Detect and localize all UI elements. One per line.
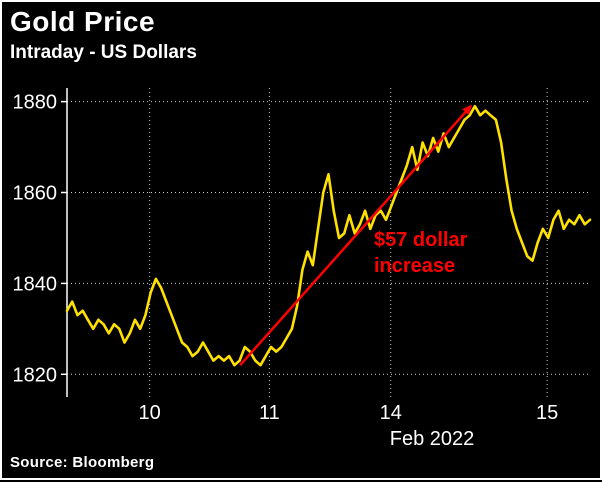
x-tick-label: 10 — [139, 402, 161, 424]
increase-arrow-group — [239, 104, 473, 367]
x-tick-label: 14 — [380, 402, 402, 424]
price-line — [65, 104, 592, 367]
x-axis-label: Feb 2022 — [390, 428, 475, 450]
chart-title: Gold Price — [10, 6, 156, 37]
axes: 1820 1840 1860 1880 10 11 14 15 — [13, 88, 558, 424]
chart-subtitle: Intraday - US Dollars — [10, 42, 197, 63]
source-credit: Source: Bloomberg — [10, 454, 155, 471]
increase-arrow — [239, 104, 473, 367]
gridlines — [67, 88, 590, 397]
x-tick-label: 11 — [259, 402, 280, 424]
y-tick-label: 1880 — [13, 92, 58, 114]
y-tick-label: 1860 — [13, 183, 58, 205]
annotation-text-line2: increase — [374, 255, 455, 277]
y-tick-label: 1820 — [13, 364, 58, 386]
x-tick-label: 15 — [536, 402, 558, 424]
y-tick-label: 1840 — [13, 273, 58, 295]
price-series — [65, 104, 592, 367]
annotation-text-line1: $57 dollar — [374, 229, 468, 251]
